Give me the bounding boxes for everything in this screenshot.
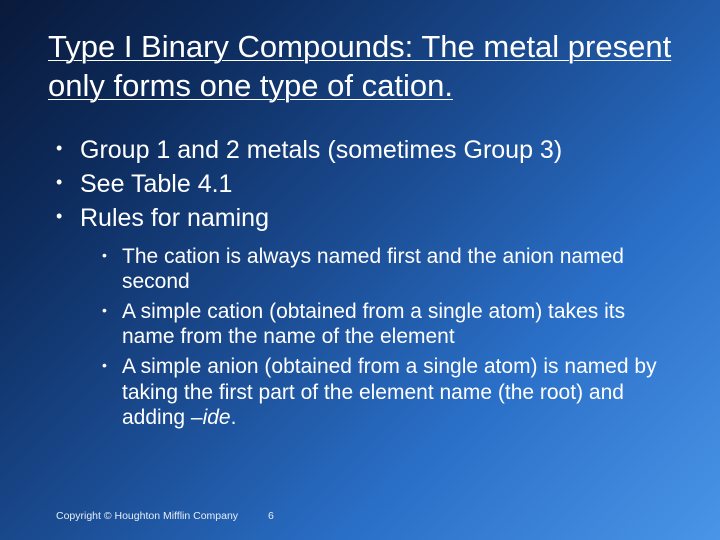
footer-page-number: 6	[268, 510, 274, 522]
outer-bullet-2: See Table 4.1	[50, 168, 672, 200]
inner-bullet-list: The cation is always named first and the…	[80, 244, 672, 431]
outer-bullet-3-text: Rules for naming	[80, 204, 269, 232]
inner-bullet-3-italic: ide	[203, 406, 231, 429]
outer-bullet-list: Group 1 and 2 metals (sometimes Group 3)…	[48, 134, 672, 431]
inner-bullet-3: A simple anion (obtained from a single a…	[98, 354, 672, 431]
outer-bullet-3: Rules for naming The cation is always na…	[50, 202, 672, 431]
inner-bullet-3-end: .	[231, 406, 237, 429]
inner-bullet-1: The cation is always named first and the…	[98, 244, 672, 295]
inner-bullet-2: A simple cation (obtained from a single …	[98, 299, 672, 350]
outer-bullet-1: Group 1 and 2 metals (sometimes Group 3)	[50, 134, 672, 166]
slide-title: Type I Binary Compounds: The metal prese…	[48, 28, 672, 106]
footer-copyright: Copyright © Houghton Mifflin Company	[56, 510, 238, 522]
